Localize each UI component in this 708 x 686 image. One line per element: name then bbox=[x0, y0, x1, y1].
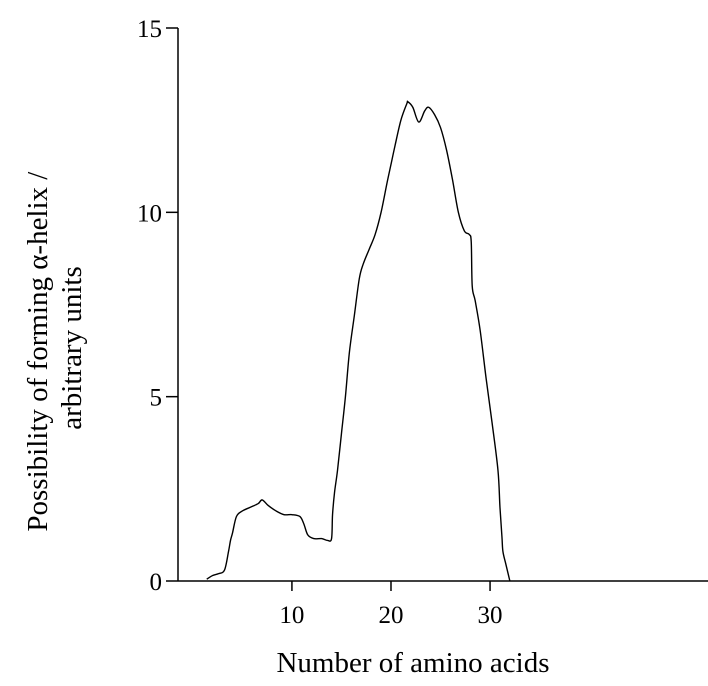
y-axis: 0 5 10 15 bbox=[137, 16, 179, 596]
x-axis: 10 20 30 bbox=[178, 580, 708, 629]
y-axis-title-line-2: arbitrary units bbox=[56, 266, 88, 429]
x-tick-label: 30 bbox=[478, 602, 503, 629]
y-tick-label: 5 bbox=[150, 385, 163, 412]
x-tick-label: 20 bbox=[378, 602, 403, 629]
x-axis-title: Number of amino acids bbox=[276, 647, 549, 679]
y-axis-title: Possibility of forming α-helix / arbitra… bbox=[22, 164, 88, 531]
y-tick-label: 10 bbox=[137, 200, 162, 227]
helix-possibility-curve bbox=[206, 100, 511, 582]
y-axis-title-line-1: Possibility of forming α-helix / bbox=[22, 171, 54, 532]
y-tick-label: 15 bbox=[137, 16, 162, 43]
y-tick-label: 0 bbox=[150, 569, 163, 596]
x-tick-label: 10 bbox=[279, 602, 304, 629]
